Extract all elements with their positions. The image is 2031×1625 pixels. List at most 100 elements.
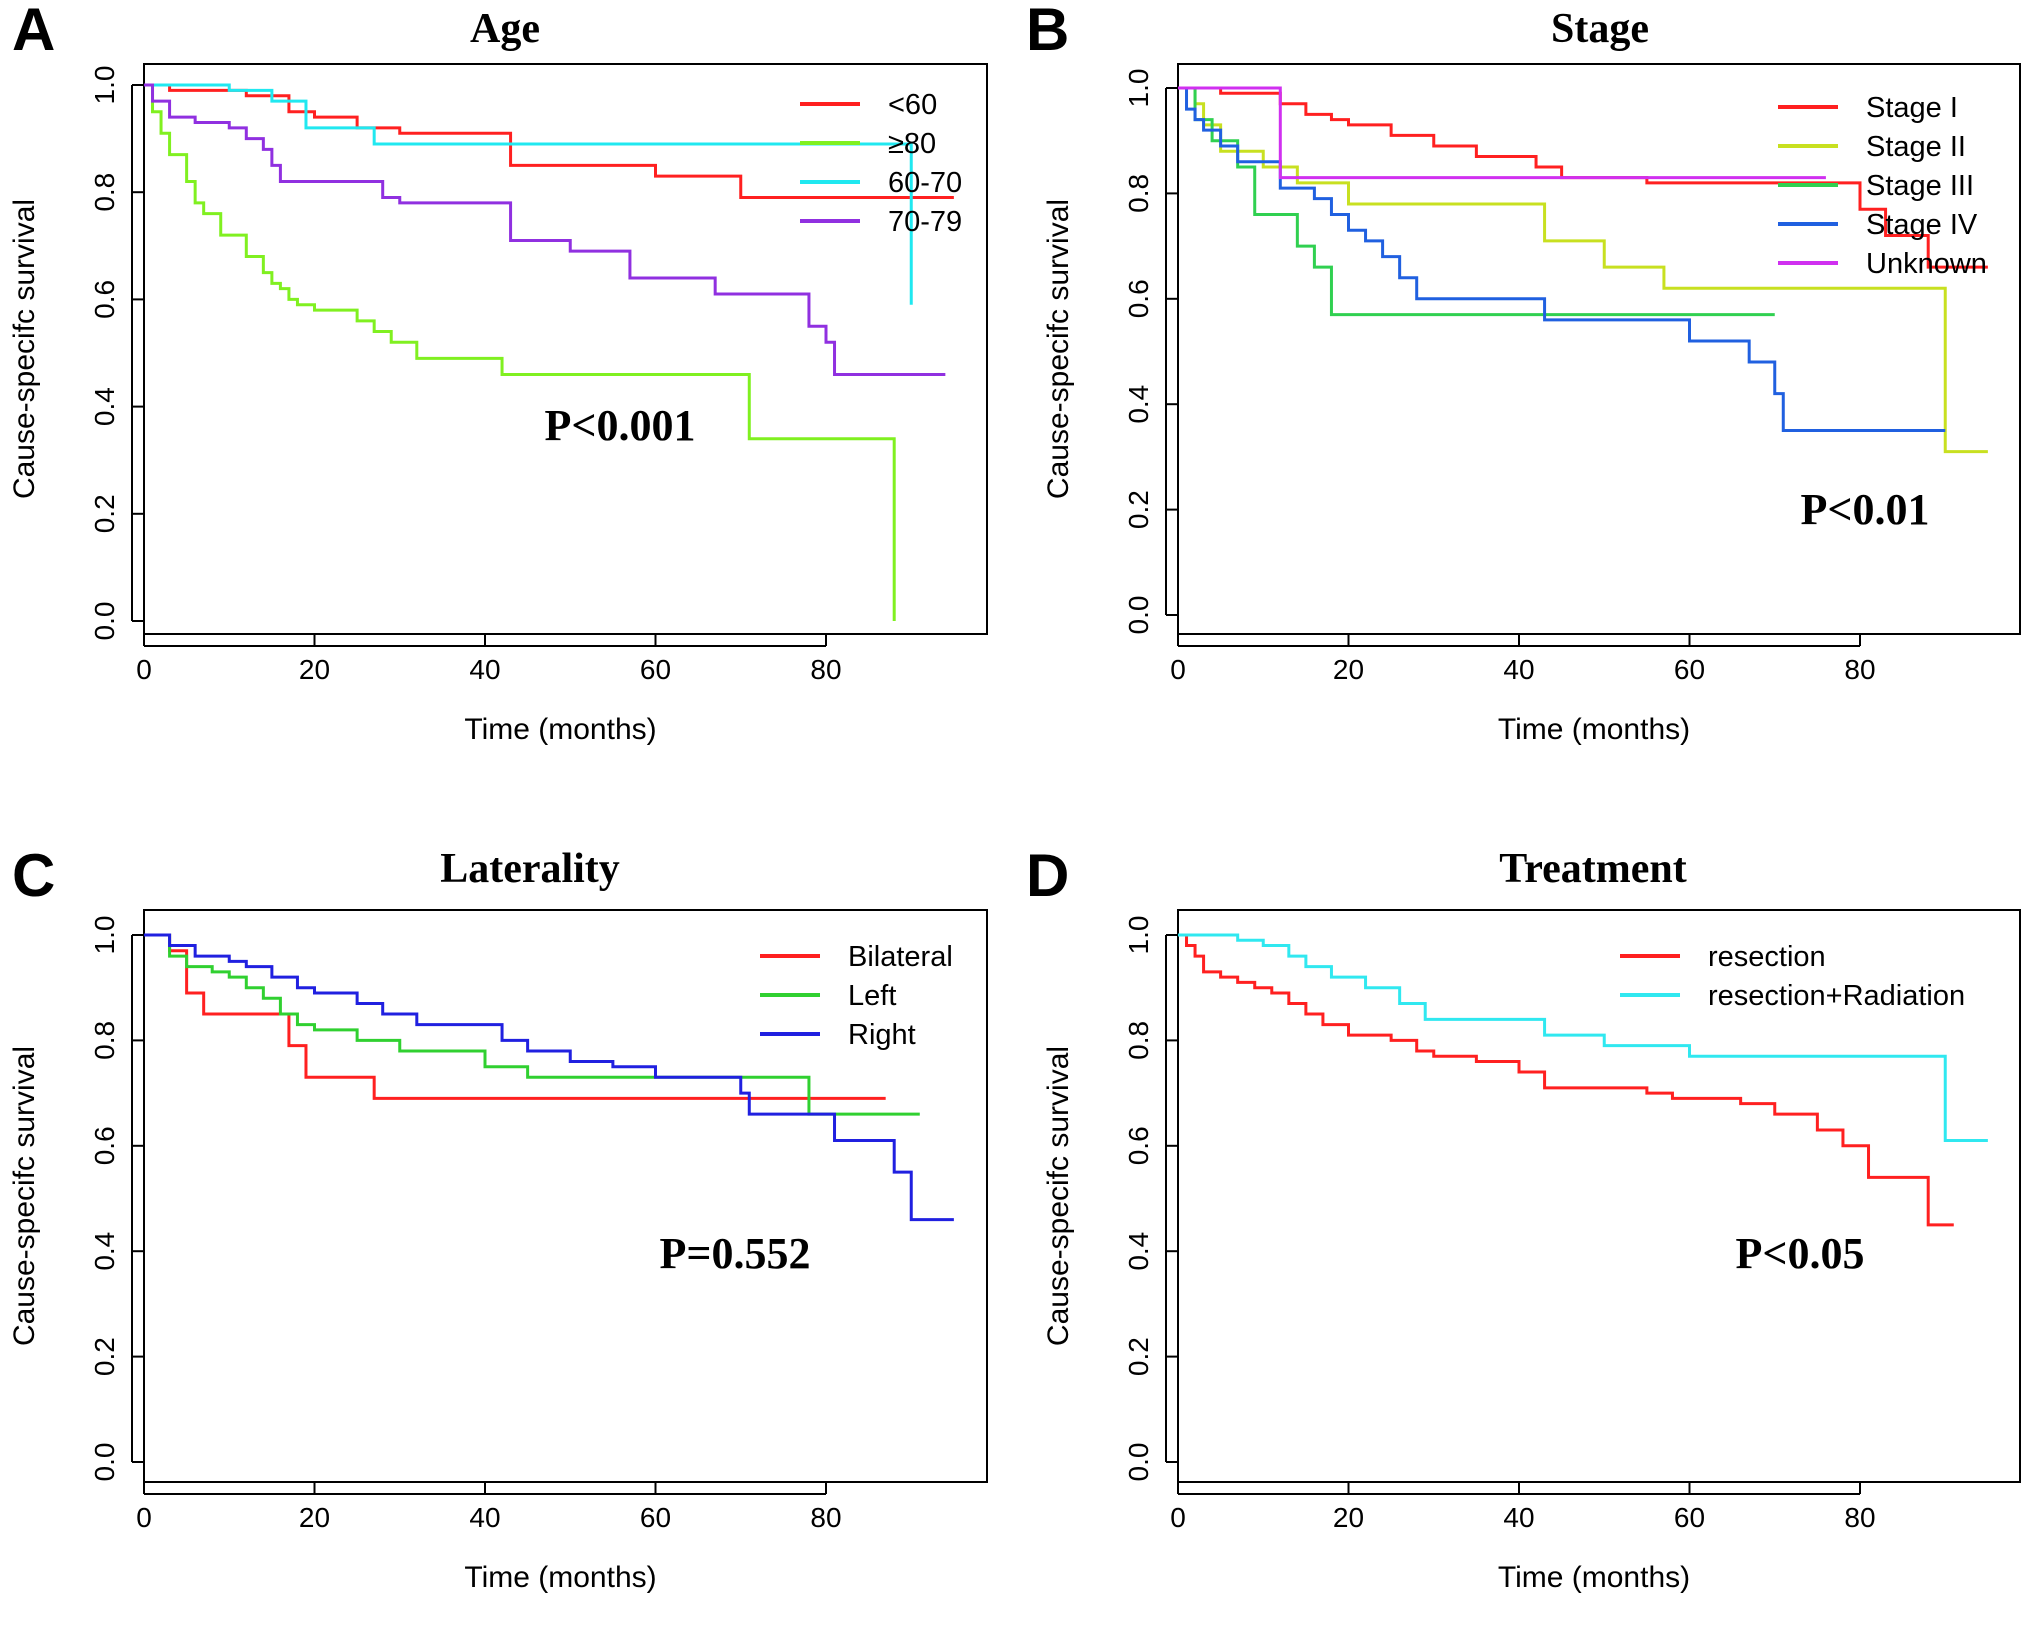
legend-label: Stage I (1866, 92, 1958, 124)
x-tick-label: 0 (136, 654, 152, 685)
x-tick-label: 60 (640, 654, 671, 685)
y-tick-label: 0.0 (89, 1443, 120, 1482)
y-tick-label: 0.2 (1123, 490, 1154, 529)
series-line-0 (1178, 933, 1954, 1227)
legend-label: Stage IV (1866, 209, 1978, 241)
legend-label: Unknown (1866, 248, 1987, 280)
legend-label: Stage III (1866, 170, 1974, 202)
x-tick-label: 60 (1674, 1502, 1705, 1533)
y-tick-label: 1.0 (1123, 916, 1154, 955)
chart-title: Treatment (1499, 846, 1686, 892)
y-tick-label: 1.0 (89, 916, 120, 955)
plot-frame (143, 909, 988, 1483)
series-line-3 (144, 83, 946, 376)
x-tick-label: 20 (1333, 1502, 1364, 1533)
y-tick-label: 0.6 (89, 1126, 120, 1165)
chart-title: Age (470, 6, 540, 52)
x-tick-label: 0 (1170, 1502, 1186, 1533)
series-line-2 (144, 83, 913, 305)
y-tick-label: 0.4 (1123, 1232, 1154, 1271)
x-tick-label: 80 (1844, 654, 1875, 685)
x-tick-label: 40 (469, 654, 500, 685)
legend: resection resection+Radiation (1620, 941, 1965, 1012)
x-tick-label: 20 (299, 1502, 330, 1533)
p-value-annotation: P<0.01 (1801, 485, 1930, 534)
y-tick-label: 0.6 (89, 280, 120, 319)
panel-letter: C (12, 842, 55, 909)
x-axis-label: Time (months) (464, 1561, 656, 1594)
y-tick-label: 0.4 (89, 1232, 120, 1271)
x-axis-label: Time (months) (1498, 713, 1690, 746)
y-tick-label: 0.8 (1123, 174, 1154, 213)
y-tick-label: 0.4 (89, 387, 120, 426)
y-tick-label: 0.8 (89, 173, 120, 212)
series-line-1 (1178, 86, 1988, 454)
y-tick-label: 0.2 (89, 494, 120, 533)
y-axis-label: Cause-specifc survival (8, 199, 41, 499)
y-tick-label: 0.2 (89, 1337, 120, 1376)
x-tick-label: 80 (1844, 1502, 1875, 1533)
y-tick-label: 0.2 (1123, 1337, 1154, 1376)
legend: Bilateral Left Right (760, 941, 953, 1051)
legend-label: 70-79 (888, 206, 962, 238)
chart-title: Stage (1551, 6, 1649, 52)
x-tick-label: 40 (1503, 1502, 1534, 1533)
legend: <60 ≥80 60-70 70-79 (800, 89, 962, 238)
y-tick-label: 0.0 (1123, 1443, 1154, 1482)
legend: Stage I Stage II Stage III Stage IV Unknown (1778, 92, 1987, 280)
series-line-0 (1178, 86, 1988, 269)
legend-label: Left (848, 980, 896, 1012)
y-tick-label: 0.8 (1123, 1021, 1154, 1060)
x-tick-label: 60 (640, 1502, 671, 1533)
p-value-annotation: P<0.05 (1736, 1229, 1865, 1278)
x-tick-label: 0 (1170, 654, 1186, 685)
y-tick-label: 0.0 (89, 602, 120, 641)
legend-label: ≥80 (888, 128, 936, 160)
x-tick-label: 20 (1333, 654, 1364, 685)
y-axis-label: Cause-specifc survival (1042, 1046, 1075, 1346)
chart-title: Laterality (440, 846, 620, 892)
x-tick-label: 80 (810, 1502, 841, 1533)
series-line-2 (144, 933, 954, 1222)
legend-label: 60-70 (888, 167, 962, 199)
x-tick-label: 40 (1503, 654, 1534, 685)
panel-letter: D (1026, 842, 1069, 909)
x-tick-label: 80 (810, 654, 841, 685)
panel-letter: A (12, 0, 55, 63)
series-line-1 (144, 83, 896, 621)
series-line-3 (1178, 86, 1946, 433)
legend-label: Right (848, 1019, 916, 1051)
panel-age: A Age 0 20 40 60 80 0.0 0.2 0.4 0.6 0.8 1.0 Time (mon… (8, 0, 988, 746)
legend-label: resection+Radiation (1708, 980, 1965, 1012)
x-axis-label: Time (months) (1498, 1561, 1690, 1594)
series-line-2 (1178, 86, 1775, 317)
legend-label: Bilateral (848, 941, 953, 973)
legend-label: <60 (888, 89, 937, 121)
x-tick-label: 0 (136, 1502, 152, 1533)
plot-frame (143, 63, 988, 635)
plot-frame (1177, 63, 2021, 635)
y-tick-label: 1.0 (1123, 69, 1154, 108)
panel-stage: B Stage 0 20 40 60 80 0.0 0.2 0.4 0.6 0.8 1.0 Time (m… (1026, 0, 2021, 746)
y-tick-label: 0.6 (1123, 279, 1154, 318)
y-tick-label: 0.8 (89, 1021, 120, 1060)
y-tick-label: 0.6 (1123, 1126, 1154, 1165)
y-tick-label: 0.4 (1123, 385, 1154, 424)
panel-treatment: D Treatment 0 20 40 60 80 0.0 0.2 0.4 0.6 0.8 1.0 Tim… (1026, 842, 2021, 1594)
y-axis-label: Cause-specifc survival (1042, 199, 1075, 499)
p-value-annotation: P<0.001 (545, 401, 696, 450)
legend-label: resection (1708, 941, 1826, 973)
series-line-0 (144, 933, 886, 1100)
x-tick-label: 40 (469, 1502, 500, 1533)
series-line-1 (144, 933, 920, 1116)
series-line-1 (1178, 933, 1988, 1143)
y-axis-label: Cause-specifc survival (8, 1046, 41, 1346)
legend-label: Stage II (1866, 131, 1966, 163)
x-tick-label: 20 (299, 654, 330, 685)
y-tick-label: 0.0 (1123, 596, 1154, 635)
panel-laterality: C Laterality 0 20 40 60 80 0.0 0.2 0.4 0.6 0.8 1.0 Ti… (8, 842, 988, 1594)
plot-frame (1177, 909, 2021, 1483)
series-line-4 (1178, 86, 1826, 180)
p-value-annotation: P=0.552 (660, 1229, 811, 1278)
